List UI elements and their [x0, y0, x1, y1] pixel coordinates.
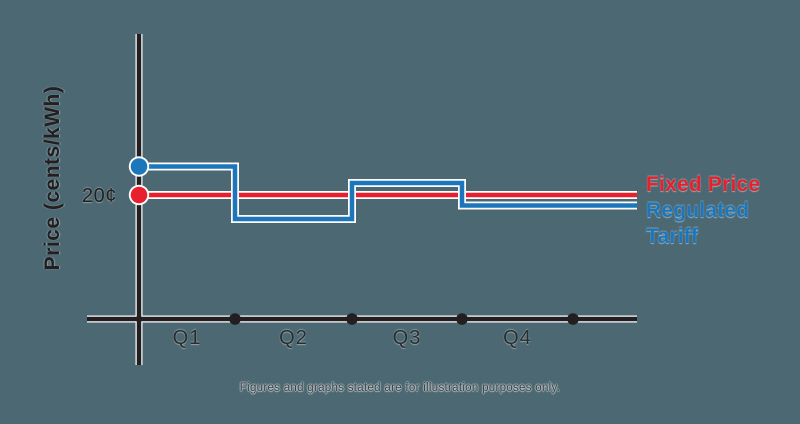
y-tick-label-20c: 20¢: [82, 185, 117, 207]
x-tick-label-q2: Q2: [279, 327, 308, 349]
x-axis-tick-dot: [456, 313, 468, 325]
disclaimer-note: Figures and graphs stated are for illust…: [239, 382, 561, 394]
x-tick-label-q3: Q3: [392, 327, 422, 349]
x-axis-tick-dot: [229, 313, 241, 325]
regulated-tariff-line: [139, 164, 637, 222]
x-axis-tick-dot: [346, 313, 358, 325]
fixed-price-start-dot: [130, 186, 148, 204]
legend: Fixed Price Regulated Tariff: [646, 172, 778, 250]
x-tick-label-q1: Q1: [172, 327, 202, 349]
x-axis-tick-dot: [567, 313, 579, 325]
y-axis-title: Price (cents/kWh): [41, 85, 64, 271]
legend-regulated-tariff: Regulated Tariff: [646, 199, 750, 248]
legend-fixed-price: Fixed Price: [646, 173, 761, 196]
x-tick-label-q4: Q4: [503, 327, 532, 349]
regulated-tariff-start-dot: [130, 158, 148, 175]
